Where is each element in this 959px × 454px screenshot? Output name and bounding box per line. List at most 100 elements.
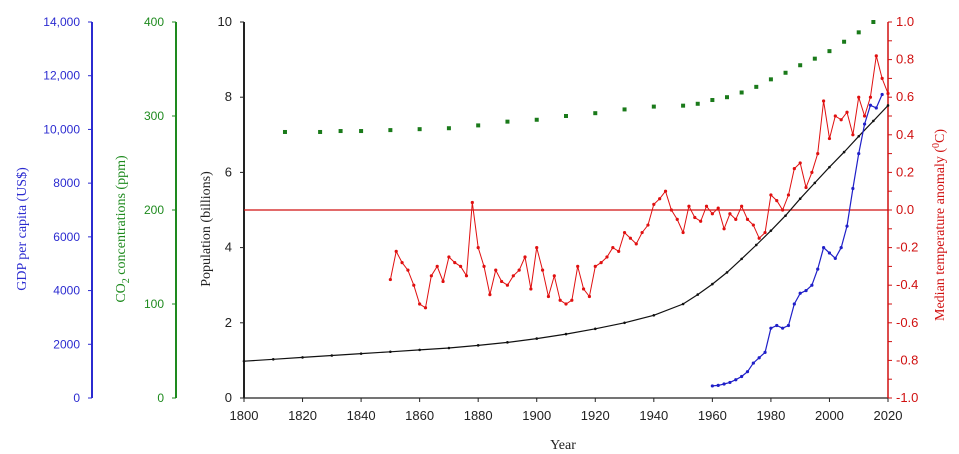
temperature-point [704,204,709,208]
x-tick-label: 1940 [639,408,668,423]
gdp-point [851,186,855,191]
population-point [696,293,700,296]
gdp-point [722,382,726,386]
temperature-point [722,227,726,231]
gdp-point [804,288,808,293]
x-tick-label: 2000 [815,408,844,423]
temperature-point [658,197,662,201]
gdp-point [745,370,750,374]
temperature-point [581,287,586,291]
temperature-point [728,212,732,216]
co2-axis-label: CO2 concentrations (ppm) [114,155,132,303]
temperature-line [389,55,889,309]
temperature-point [617,249,621,253]
population-point [740,257,743,261]
temperature-point [710,212,714,216]
co2-point [564,114,568,118]
temperature-point [640,230,644,235]
temperature-point [745,217,750,221]
population-point [652,313,656,317]
temperature-point [605,255,609,259]
temperature-point [675,217,679,221]
temperature-point [845,110,849,114]
temperature-point [833,114,837,118]
co2-point [827,49,832,54]
temperature-point [500,279,504,284]
population-tick-label: 8 [225,89,232,104]
temperature-point [699,219,703,223]
population-point [886,104,890,107]
temperature-point [394,249,398,253]
gdp-point [716,383,720,387]
temperature-point [751,223,755,227]
co2-point [798,63,803,68]
gdp-series [710,92,884,388]
population-point [359,352,363,355]
population-axis-label: Population (billions) [199,171,214,287]
temperature-point [757,236,761,240]
co2-point [681,103,686,108]
gdp-point [798,291,802,295]
gdp-point [786,323,791,328]
co2-point [871,20,876,24]
temperature-point [459,264,463,268]
temperature-point [687,204,691,208]
population-point [842,150,846,154]
co2-point [856,30,861,35]
temperature-point [418,302,422,306]
co2-point [282,129,287,134]
temperature-point [505,283,510,287]
temperature-point [476,246,480,250]
temperature-point [412,283,416,287]
population-point [506,341,509,344]
co2-point [417,127,422,132]
gdp-axis-label: GDP per capita (US$) [15,167,30,291]
temperature-point [827,136,832,141]
population-point [754,243,758,247]
temperature-point [868,95,873,99]
x-tick-label: 1820 [288,408,317,423]
population-point [784,214,787,217]
temperature-point [470,200,474,205]
temperature-point [810,170,814,174]
temperature-point [839,118,843,122]
gdp-point [769,326,773,330]
co2-tick-label: 300 [144,109,164,123]
gdp-point [781,326,785,330]
population-point [798,197,802,201]
co2-point [318,129,323,134]
population-point [725,271,729,274]
temperature-point [464,274,469,278]
gdp-point [763,350,767,354]
co2-point [710,98,715,103]
temperature-tick-label: 1.0 [896,14,914,29]
temperature-point [388,277,392,282]
population-point [389,350,392,354]
temperature-point [593,264,597,268]
gdp-tick-label: 2000 [53,337,80,351]
co2-point [388,128,393,133]
gdp-point [868,103,873,107]
gdp-point [792,302,796,306]
temperature-point [669,208,673,212]
temperature-point [540,268,545,272]
population-tick-label: 4 [225,240,232,255]
gdp-point [728,380,732,385]
temperature-point [523,255,527,259]
co2-point [695,101,700,106]
population-point [872,119,875,123]
gdp-point [874,106,878,110]
plot-area [242,20,890,388]
gdp-point [833,256,837,260]
population-line [243,105,889,362]
temperature-point [441,279,445,284]
gdp-point [775,323,779,328]
co2-point [812,56,817,61]
x-axis-label: Year [550,438,576,453]
gdp-point [822,246,826,250]
temperature-point [435,264,439,268]
gdp-point [880,92,884,97]
co2-point [505,119,510,124]
gdp-point [839,246,843,250]
gdp-tick-label: 6000 [53,230,80,244]
